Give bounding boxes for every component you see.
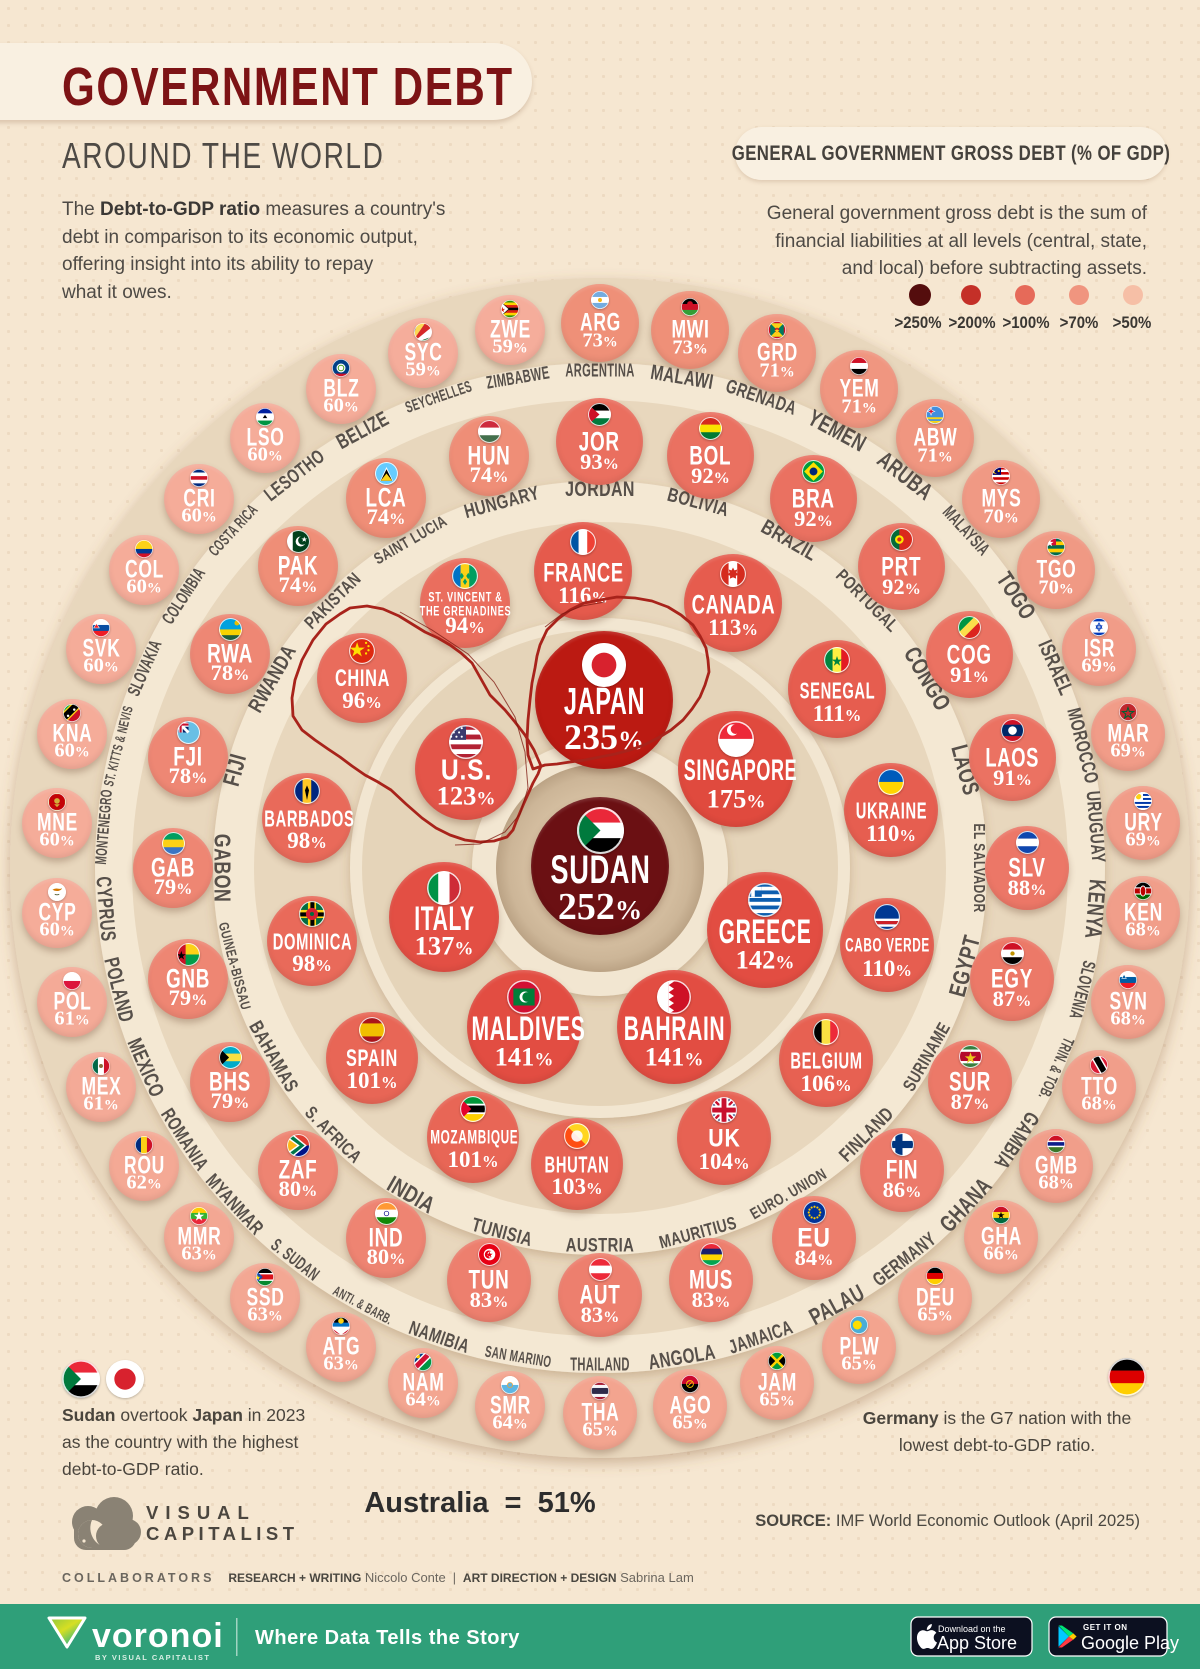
svg-text:CAPITALIST: CAPITALIST — [146, 1523, 299, 1544]
svg-text:BY VISUAL CAPITALIST: BY VISUAL CAPITALIST — [95, 1653, 210, 1662]
svg-text:Where Data Tells the Story: Where Data Tells the Story — [255, 1627, 520, 1649]
svg-text:GET IT ON: GET IT ON — [1083, 1623, 1128, 1632]
svg-text:VISUAL: VISUAL — [146, 1502, 256, 1523]
svg-text:voronoi: voronoi — [92, 1617, 224, 1655]
svg-text:Download on the: Download on the — [938, 1624, 1006, 1634]
svg-text:Google Play: Google Play — [1081, 1633, 1179, 1653]
svg-text:App Store: App Store — [937, 1633, 1017, 1653]
